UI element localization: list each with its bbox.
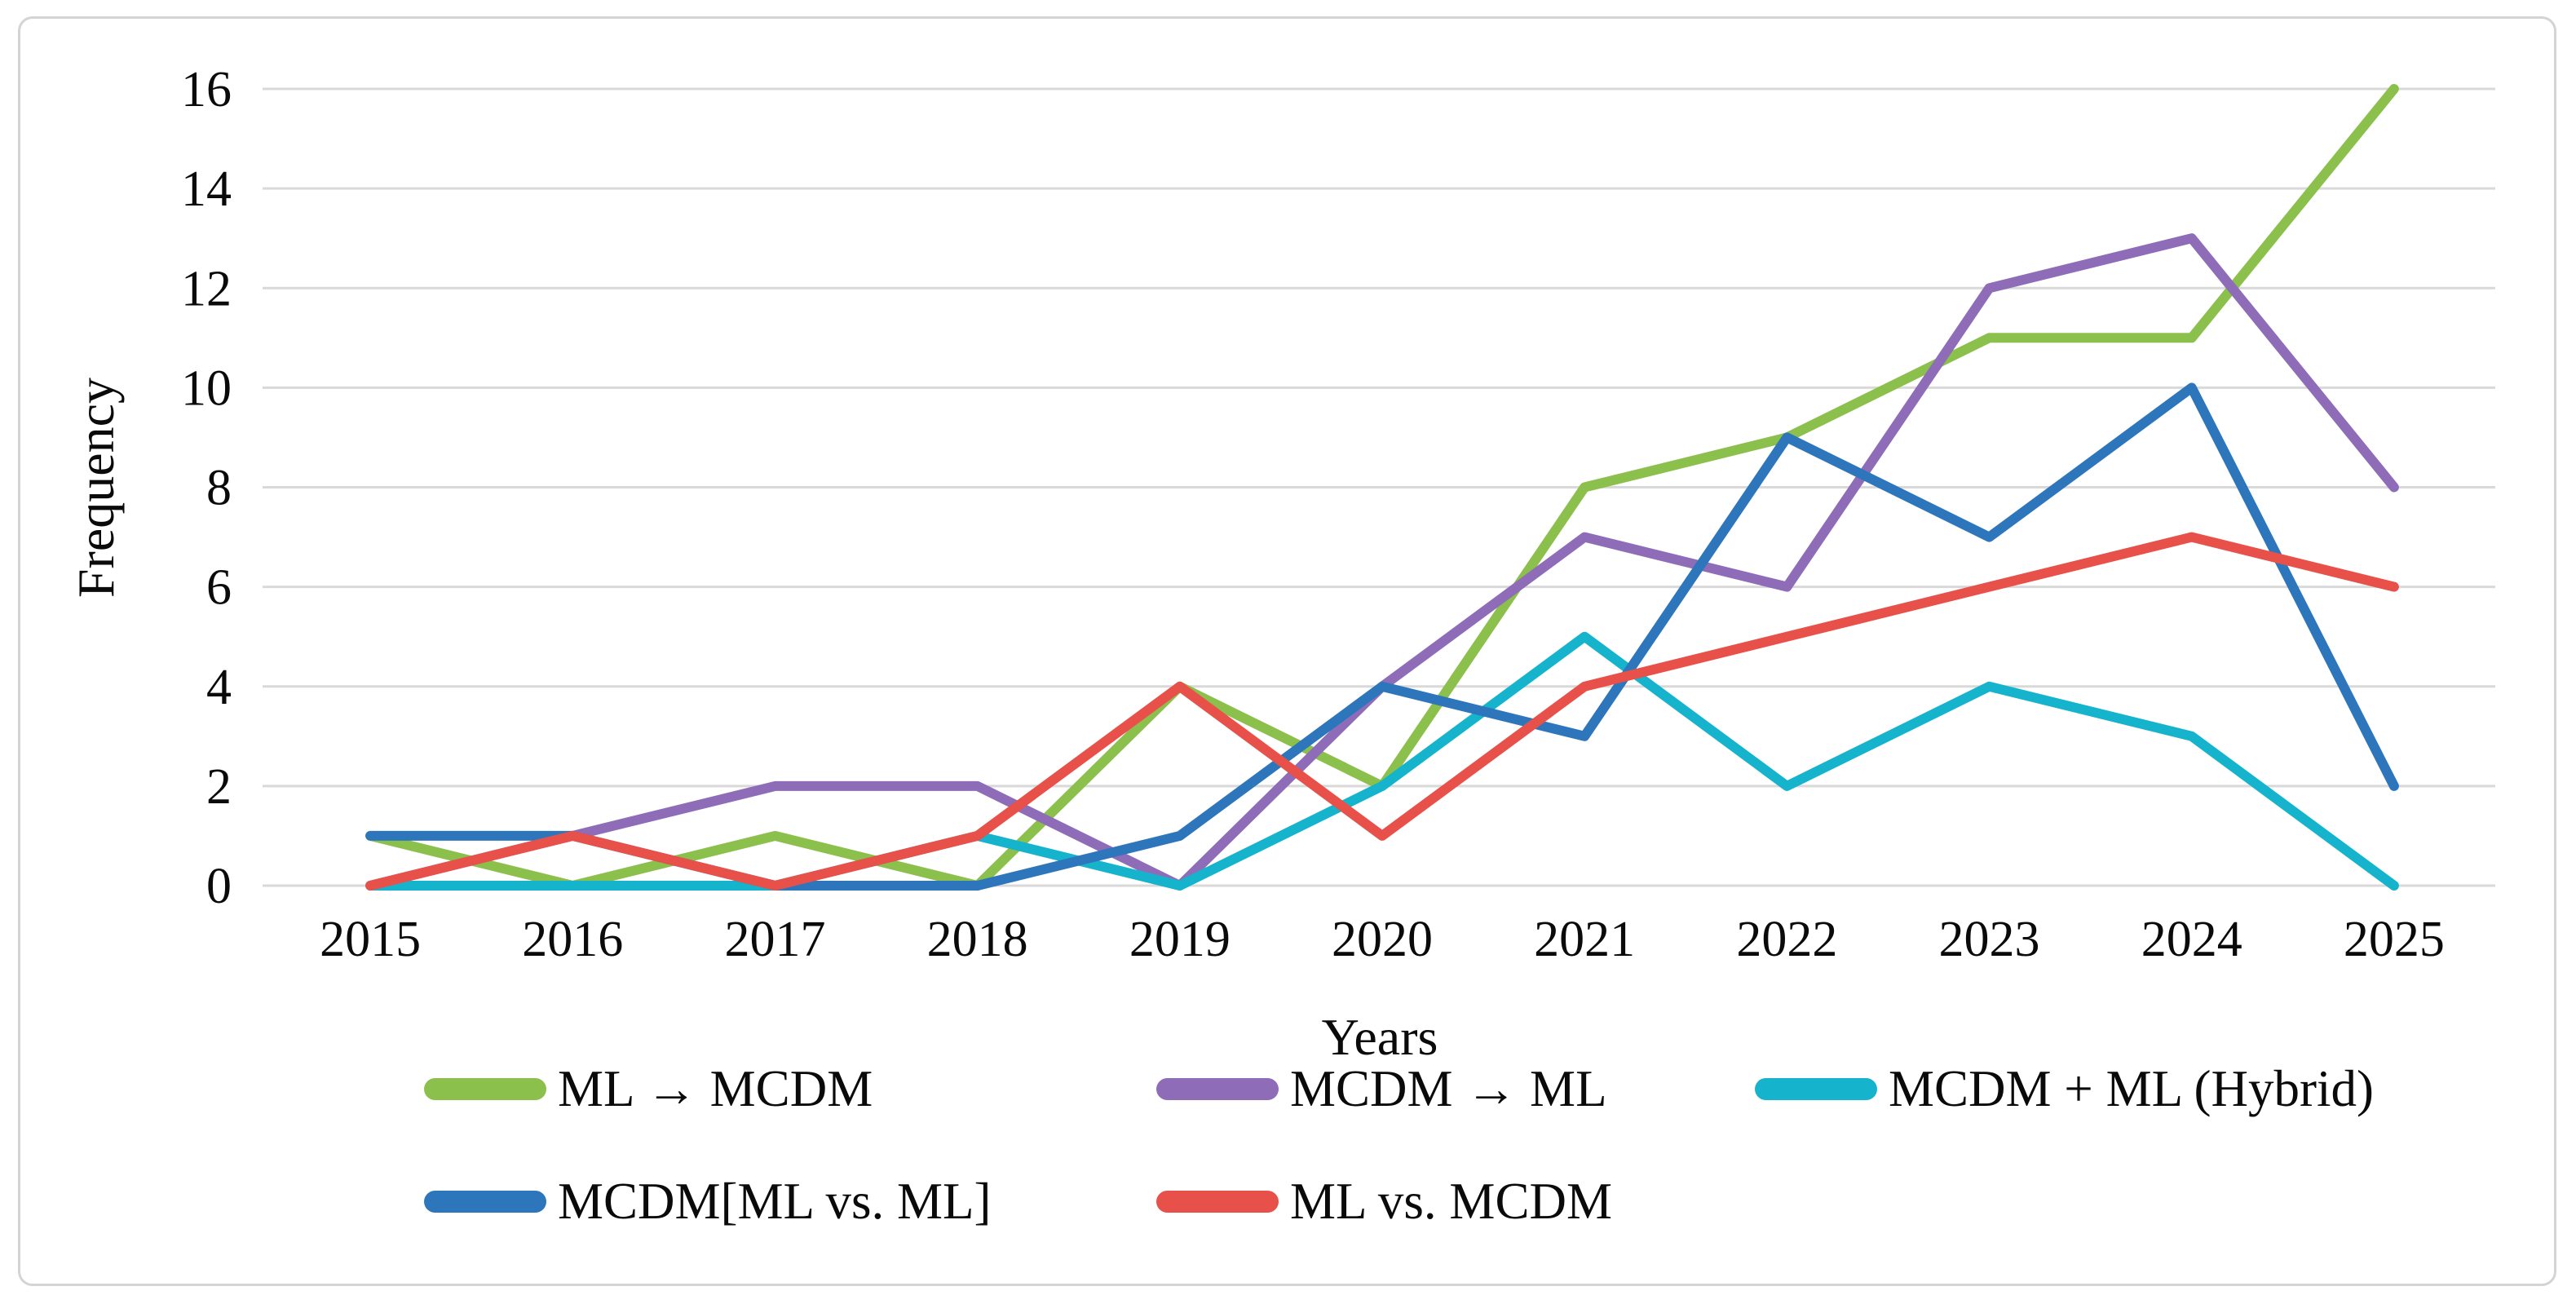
legend-label: MCDM[ML vs. ML] [558, 1172, 992, 1230]
legend-label: ML vs. MCDM [1290, 1172, 1612, 1230]
series-line [365, 631, 2399, 891]
legend-label: MCDM + ML (Hybrid) [1889, 1059, 2374, 1117]
legend-item: MCDM[ML vs. ML] [424, 1173, 991, 1230]
x-tick-label: 2017 [724, 912, 825, 967]
legend-swatch-icon [1755, 1077, 1877, 1100]
y-tick-label: 0 [206, 859, 232, 914]
x-tick-label: 2023 [1939, 912, 2040, 967]
legend-swatch-icon [424, 1077, 546, 1100]
y-tick-label: 2 [206, 759, 232, 815]
legend-item: ML → MCDM [424, 1060, 873, 1117]
x-tick-label: 2015 [320, 912, 421, 967]
figure-frame [18, 16, 2556, 1286]
legend-item: ML vs. MCDM [1156, 1173, 1612, 1230]
x-tick-label: 2020 [1332, 912, 1433, 967]
y-tick-label: 8 [206, 461, 232, 516]
legend-row-1: ML → MCDM MCDM → ML MCDM + ML (Hybrid) [0, 1060, 2576, 1117]
legend-item: MCDM → ML [1156, 1060, 1607, 1117]
x-axis-title: Years [1321, 1008, 1438, 1066]
legend-label: ML → MCDM [558, 1059, 873, 1117]
x-tick-label: 2016 [522, 912, 623, 967]
x-tick-label: 2025 [2344, 912, 2445, 967]
legend-item: MCDM + ML (Hybrid) [1755, 1060, 2374, 1117]
legend-swatch-icon [424, 1190, 546, 1213]
y-tick-label: 4 [206, 660, 232, 715]
x-tick-label: 2024 [2141, 912, 2242, 967]
y-tick-label: 10 [181, 360, 232, 416]
y-tick-label: 6 [206, 560, 232, 616]
y-tick-label: 14 [181, 161, 232, 217]
y-axis-title: Frequency [67, 377, 125, 599]
x-tick-label: 2022 [1736, 912, 1837, 967]
x-tick-label: 2018 [927, 912, 1028, 967]
y-tick-label: 16 [181, 62, 232, 117]
legend-row-2: MCDM[ML vs. ML] ML vs. MCDM [0, 1173, 2576, 1230]
series-line [365, 532, 2399, 891]
legend-swatch-icon [1156, 1190, 1279, 1213]
x-tick-label: 2021 [1534, 912, 1635, 967]
y-tick-label: 12 [181, 261, 232, 316]
legend-swatch-icon [1156, 1077, 1279, 1100]
x-tick-label: 2019 [1129, 912, 1231, 967]
legend-label: MCDM → ML [1290, 1059, 1607, 1117]
